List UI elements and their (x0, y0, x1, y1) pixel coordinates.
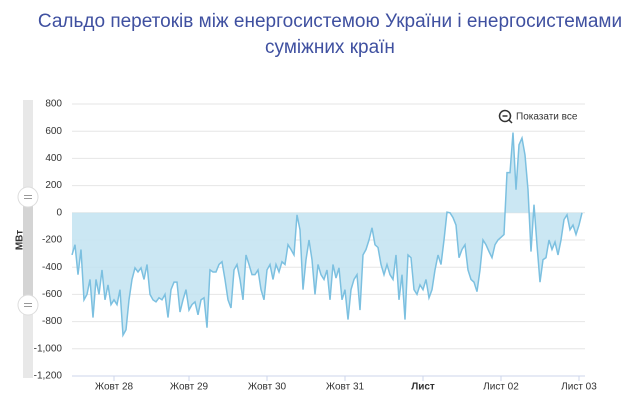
button-label[interactable]: Показати все (516, 112, 578, 123)
y-tick-label: 200 (45, 180, 62, 191)
x-tick-label: Жовт 29 (170, 382, 209, 393)
area-fill (72, 132, 582, 336)
x-tick-label: Жовт 30 (248, 382, 287, 393)
scrollbar-thumb[interactable] (23, 197, 33, 305)
x-tick-label: Жовт 31 (326, 382, 365, 393)
y-tick-label: -1,000 (34, 343, 63, 354)
scroll-handle[interactable] (17, 294, 39, 316)
y-tick-label: -200 (42, 235, 62, 246)
y-tick-label: -600 (42, 289, 62, 300)
x-tick-label: Лист (411, 382, 435, 393)
y-tick-label: 800 (45, 99, 62, 110)
y-tick-label: 0 (56, 207, 62, 218)
chart-title: суміжних країн (265, 37, 395, 58)
x-tick-label: Жовт 28 (95, 382, 134, 393)
chart-title: Сальдо перетоків між енергосистемою Укра… (38, 11, 622, 32)
y-tick-label: -1,200 (34, 371, 63, 382)
y-tick-label: -800 (42, 316, 62, 327)
area-line (71, 132, 583, 338)
y-tick-label: 600 (45, 126, 62, 137)
y-tick-label: 400 (45, 153, 62, 164)
scroll-handle[interactable] (17, 186, 39, 208)
x-tick-label: Лист 03 (561, 382, 597, 393)
y-tick-label: -400 (42, 262, 62, 273)
reset-zoom-button[interactable]: Показати все (498, 109, 578, 124)
y-axis-title: МВт (15, 230, 26, 250)
x-tick-label: Лист 02 (483, 382, 519, 393)
